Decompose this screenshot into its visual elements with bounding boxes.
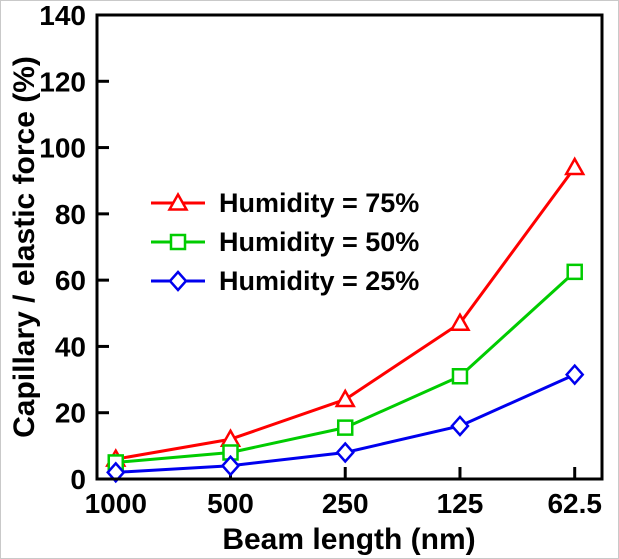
diamond-marker	[106, 461, 126, 484]
triangle-marker	[334, 388, 356, 408]
legend-label: Humidity = 25%	[219, 266, 419, 296]
diamond-marker	[450, 415, 470, 437]
square-marker	[451, 368, 469, 385]
diamond-marker	[220, 454, 241, 477]
x-tick-label: 62.5	[547, 488, 602, 519]
x-tick-label: 1000	[85, 488, 147, 519]
legend-label: Humidity = 50%	[219, 227, 419, 257]
triangle-marker	[449, 312, 471, 331]
y-tick-label: 120	[39, 66, 86, 97]
plot-border	[95, 13, 604, 481]
y-tick-label: 80	[55, 199, 86, 230]
y-tick-label: 140	[39, 1, 86, 31]
y-tick-label: 20	[55, 398, 86, 429]
x-tick-label: 500	[207, 488, 254, 519]
y-tick-label: 40	[55, 331, 86, 362]
square-marker	[566, 263, 583, 281]
diamond-marker	[565, 363, 585, 386]
legend-square-marker	[169, 233, 187, 251]
triangle-marker	[564, 156, 586, 176]
x-axis-title: Beam length (nm)	[222, 523, 475, 556]
y-tick-label: 0	[70, 464, 86, 495]
x-tick-label: 250	[322, 488, 369, 519]
legend-triangle-marker	[167, 191, 189, 211]
legend-label: Humidity = 75%	[219, 188, 419, 218]
x-tick-label: 125	[437, 488, 484, 519]
diamond-marker	[335, 441, 355, 464]
plot-area: 1000 500 250 125 62.5 0 20 40 60 80 100 120 140 Humid…	[39, 1, 604, 519]
y-tick-label: 60	[55, 265, 86, 296]
y-axis-title: Capillary / elastic force (%)	[8, 56, 41, 438]
y-tick-label: 100	[39, 133, 86, 164]
legend-diamond-marker	[168, 270, 188, 292]
square-marker	[336, 419, 354, 436]
